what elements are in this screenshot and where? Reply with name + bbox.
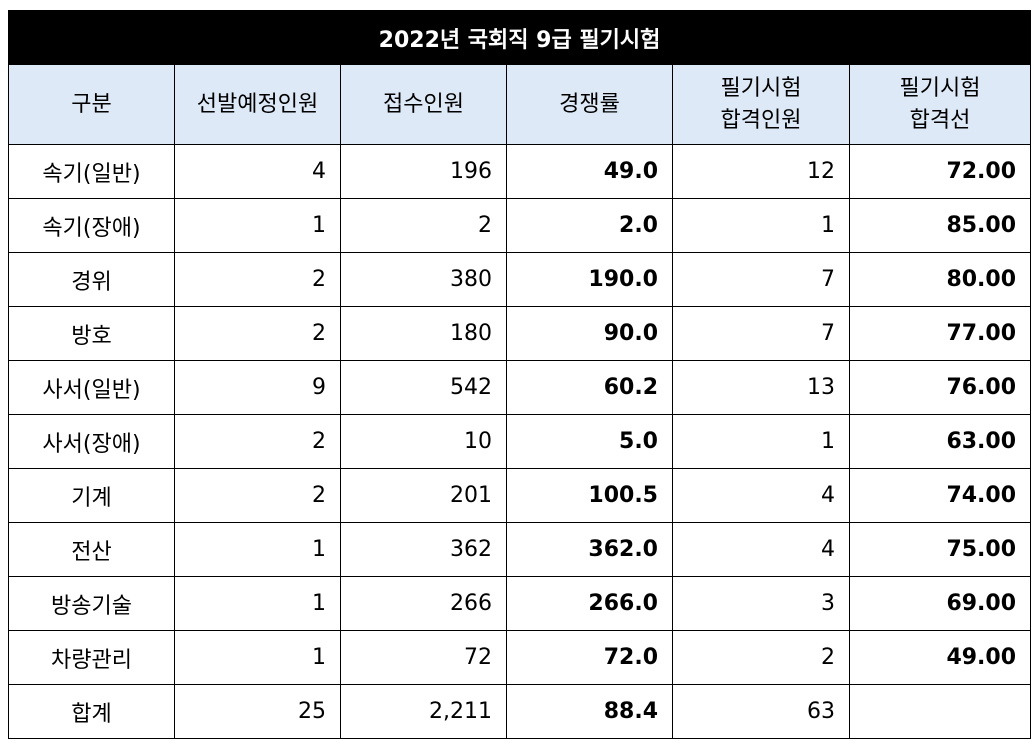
cell-passers: 13 [672,360,850,415]
cell-passers: 7 [672,252,850,307]
cell-ratio: 100.5 [506,468,673,523]
cell-ratio: 5.0 [506,414,673,469]
cell-cutoff: 63.00 [848,414,1032,469]
cell-passers: 7 [672,306,850,361]
cell-applicants: 266 [340,576,507,631]
table-row: 차량관리 1 72 72.0 2 49.00 [8,630,1032,685]
cell-ratio: 2.0 [506,198,673,253]
cell-passers: 2 [672,630,850,685]
cell-applicants: 196 [340,144,507,199]
cell-category: 기계 [8,468,175,523]
header-passers-line1: 필기시험 [720,75,802,101]
cell-category: 사서(장애) [8,414,175,469]
cell-applicants: 362 [340,522,507,577]
cell-ratio: 72.0 [506,630,673,685]
total-passers: 63 [672,684,850,739]
cell-cutoff: 75.00 [848,522,1032,577]
cell-planned: 1 [174,630,341,685]
table-row: 사서(일반) 9 542 60.2 13 76.00 [8,360,1032,415]
cell-passers: 3 [672,576,850,631]
cell-applicants: 180 [340,306,507,361]
cell-planned: 1 [174,198,341,253]
cell-applicants: 542 [340,360,507,415]
table-title: 2022년 국회직 9급 필기시험 [7,10,1032,65]
cell-category: 차량관리 [8,630,175,685]
cell-passers: 4 [672,522,850,577]
header-ratio: 경쟁률 [506,64,673,145]
cell-category: 방송기술 [8,576,175,631]
cell-planned: 1 [174,576,341,631]
header-row: 구분 선발예정인원 접수인원 경쟁률 필기시험 합격인원 필기시험 합격선 [8,64,1032,145]
header-cutoff: 필기시험 합격선 [848,64,1032,145]
header-category: 구분 [8,64,175,145]
total-cutoff [848,684,1032,739]
cell-passers: 12 [672,144,850,199]
exam-results-table: 2022년 국회직 9급 필기시험 구분 선발예정인원 접수인원 경쟁률 필기시… [7,10,1032,739]
cell-cutoff: 74.00 [848,468,1032,523]
cell-planned: 2 [174,468,341,523]
cell-cutoff: 49.00 [848,630,1032,685]
cell-ratio: 60.2 [506,360,673,415]
table-row: 경위 2 380 190.0 7 80.00 [8,252,1032,307]
exam-results-sheet: 2022년 국회직 9급 필기시험 구분 선발예정인원 접수인원 경쟁률 필기시… [7,10,1032,739]
cell-planned: 4 [174,144,341,199]
cell-category: 방호 [8,306,175,361]
header-planned: 선발예정인원 [174,64,341,145]
cell-category: 경위 [8,252,175,307]
cell-planned: 2 [174,414,341,469]
table-row: 방송기술 1 266 266.0 3 69.00 [8,576,1032,631]
cell-cutoff: 85.00 [848,198,1032,253]
cell-applicants: 10 [340,414,507,469]
cell-planned: 2 [174,252,341,307]
cell-ratio: 266.0 [506,576,673,631]
header-cutoff-line2: 합격선 [909,107,971,133]
table-row: 사서(장애) 2 10 5.0 1 63.00 [8,414,1032,469]
table-row: 전산 1 362 362.0 4 75.00 [8,522,1032,577]
cell-category: 속기(일반) [8,144,175,199]
header-passers-line2: 합격인원 [720,107,802,133]
header-cutoff-line1: 필기시험 [899,75,981,101]
table-row: 방호 2 180 90.0 7 77.00 [8,306,1032,361]
cell-category: 전산 [8,522,175,577]
table-row: 기계 2 201 100.5 4 74.00 [8,468,1032,523]
total-applicants: 2,211 [340,684,507,739]
cell-planned: 9 [174,360,341,415]
cell-planned: 1 [174,522,341,577]
cell-passers: 1 [672,198,850,253]
total-planned: 25 [174,684,341,739]
cell-applicants: 380 [340,252,507,307]
cell-cutoff: 80.00 [848,252,1032,307]
total-row: 합계 25 2,211 88.4 63 [8,684,1032,739]
header-applicants: 접수인원 [340,64,507,145]
cell-cutoff: 77.00 [848,306,1032,361]
cell-cutoff: 76.00 [848,360,1032,415]
title-row: 2022년 국회직 9급 필기시험 [7,10,1032,65]
cell-category: 속기(장애) [8,198,175,253]
cell-passers: 4 [672,468,850,523]
cell-ratio: 190.0 [506,252,673,307]
cell-ratio: 362.0 [506,522,673,577]
table-row: 속기(일반) 4 196 49.0 12 72.00 [8,144,1032,199]
cell-passers: 1 [672,414,850,469]
cell-cutoff: 72.00 [848,144,1032,199]
cell-ratio: 49.0 [506,144,673,199]
header-passers: 필기시험 합격인원 [672,64,850,145]
cell-cutoff: 69.00 [848,576,1032,631]
cell-applicants: 2 [340,198,507,253]
cell-ratio: 90.0 [506,306,673,361]
cell-category: 사서(일반) [8,360,175,415]
total-category: 합계 [8,684,175,739]
table-row: 속기(장애) 1 2 2.0 1 85.00 [8,198,1032,253]
cell-applicants: 72 [340,630,507,685]
cell-applicants: 201 [340,468,507,523]
total-ratio: 88.4 [506,684,673,739]
cell-planned: 2 [174,306,341,361]
